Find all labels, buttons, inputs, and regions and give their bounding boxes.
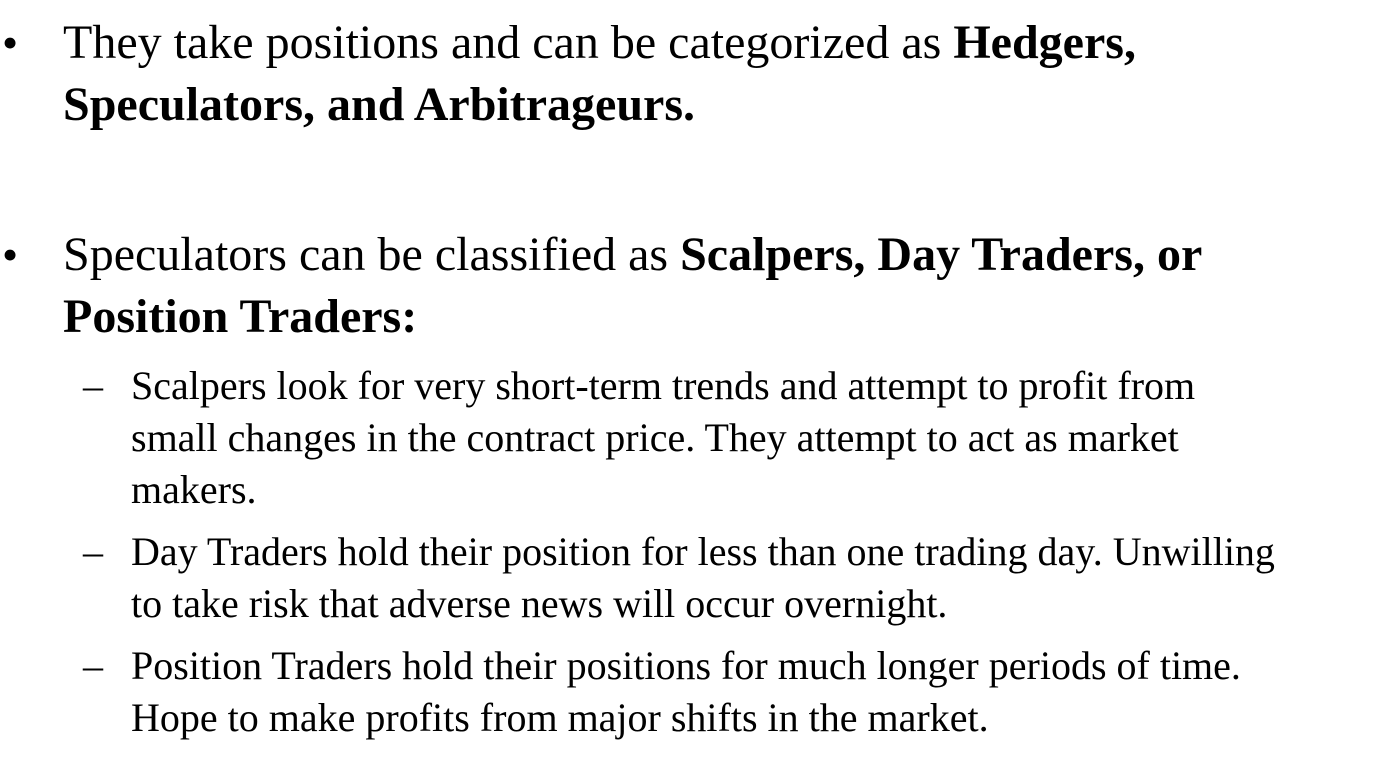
bullet-line: Speculators, and Arbitrageurs.	[63, 74, 1383, 136]
bullet-line-bold: Scalpers, Day Traders, or	[680, 228, 1203, 281]
sub-item-text: Position Traders hold their positions fo…	[131, 640, 1386, 744]
bullet-marker: •	[2, 17, 19, 68]
sub-item-line: Scalpers look for very short-term trends…	[131, 363, 1196, 408]
bullet-marker: •	[2, 229, 19, 280]
sub-item-text: Day Traders hold their position for less…	[131, 526, 1386, 630]
sub-marker: –	[83, 643, 103, 688]
sub-item-line: Hope to make profits from major shifts i…	[131, 695, 989, 740]
bullet-text: They take positions and can be categoriz…	[63, 12, 1383, 136]
bullet-line-bold: Speculators, and Arbitrageurs.	[63, 78, 696, 131]
bullet-line: They take positions and can be categoriz…	[63, 12, 1383, 74]
bullet-text: Speculators can be classified as Scalper…	[63, 224, 1383, 348]
sub-item-line: small changes in the contract price. The…	[131, 415, 1179, 460]
sub-marker: –	[83, 529, 103, 574]
sub-item-line: Position Traders hold their positions fo…	[131, 643, 1241, 688]
bullet-line: Speculators can be classified as Scalper…	[63, 224, 1383, 286]
sub-marker: –	[83, 363, 103, 408]
sub-item-text: Scalpers look for very short-term trends…	[131, 360, 1386, 516]
bullet-line: Position Traders:	[63, 286, 1383, 348]
sub-item-line: to take risk that adverse news will occu…	[131, 581, 948, 626]
bullet-line-bold: Position Traders:	[63, 290, 418, 343]
bullet-line-plain: Speculators can be classified as	[63, 228, 681, 281]
sub-item-line: makers.	[131, 467, 257, 512]
sub-item-line: Day Traders hold their position for less…	[131, 529, 1275, 574]
bullet-line-bold: Hedgers,	[953, 16, 1136, 69]
bullet-line-plain: They take positions and can be categoriz…	[63, 16, 954, 69]
